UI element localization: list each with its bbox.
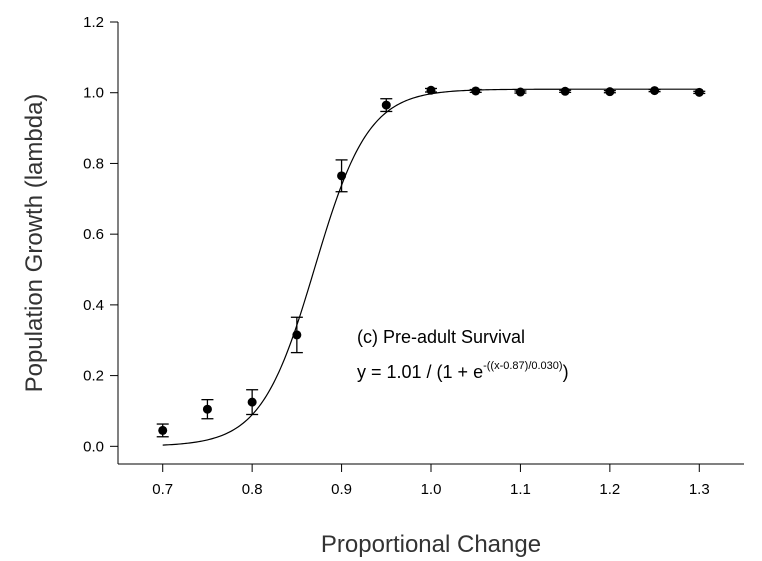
data-marker (337, 171, 347, 181)
equation-exponent: -((x-0.87)/0.030) (483, 360, 562, 372)
y-axis-title: Population Growth (lambda) (21, 94, 48, 393)
data-point (514, 87, 527, 97)
x-tick-label: 0.9 (331, 481, 352, 498)
y-tick-label: 1.2 (83, 14, 104, 31)
x-axis-title: Proportional Change (321, 531, 541, 558)
y-axis-ticks: 0.0 0.2 0.4 0.6 0.8 1.0 1.2 (83, 14, 118, 455)
data-point (246, 389, 259, 416)
data-marker (560, 86, 570, 96)
data-marker (471, 86, 481, 96)
data-marker (247, 397, 257, 407)
x-tick-label: 1.1 (510, 481, 531, 498)
x-axis-ticks: 0.7 0.8 0.9 1.0 1.1 1.2 1.3 (152, 464, 710, 498)
y-tick-label: 0.2 (83, 368, 104, 385)
data-marker (650, 86, 660, 96)
y-tick-label: 0.6 (83, 226, 104, 243)
data-point (648, 86, 661, 96)
annotation-line-1: (c) Pre-adult Survival (357, 327, 525, 347)
y-tick-label: 0.0 (83, 438, 104, 455)
data-point (425, 85, 437, 95)
data-point (559, 86, 572, 96)
equation-prefix: y = 1.01 / (1 + e (357, 362, 483, 382)
data-marker (426, 85, 436, 95)
data-point (156, 423, 169, 438)
data-point (693, 87, 706, 97)
annotation: (c) Pre-adult Survival y = 1.01 / (1 + e… (357, 327, 569, 382)
data-point (380, 98, 393, 113)
data-marker (694, 87, 704, 97)
data-marker (515, 87, 525, 97)
x-tick-label: 1.0 (421, 481, 442, 498)
data-marker (202, 404, 212, 414)
y-tick-label: 0.4 (83, 297, 104, 314)
annotation-equation: y = 1.01 / (1 + e-((x-0.87)/0.030)) (357, 360, 569, 382)
y-tick-label: 0.8 (83, 155, 104, 172)
x-tick-label: 1.2 (599, 481, 620, 498)
x-tick-label: 0.8 (242, 481, 263, 498)
x-tick-label: 0.7 (152, 481, 173, 498)
x-tick-label: 1.3 (689, 481, 710, 498)
equation-suffix: ) (563, 362, 569, 382)
data-marker (292, 330, 302, 340)
data-marker (158, 425, 168, 435)
data-point (603, 87, 616, 97)
data-marker (605, 87, 615, 97)
fit-curve (162, 88, 700, 446)
data-marker (381, 100, 391, 110)
data-point (201, 398, 214, 420)
data-point (469, 86, 482, 96)
data-points (156, 85, 706, 438)
data-point (290, 316, 303, 354)
data-point (335, 159, 348, 193)
y-tick-label: 1.0 (83, 85, 104, 102)
